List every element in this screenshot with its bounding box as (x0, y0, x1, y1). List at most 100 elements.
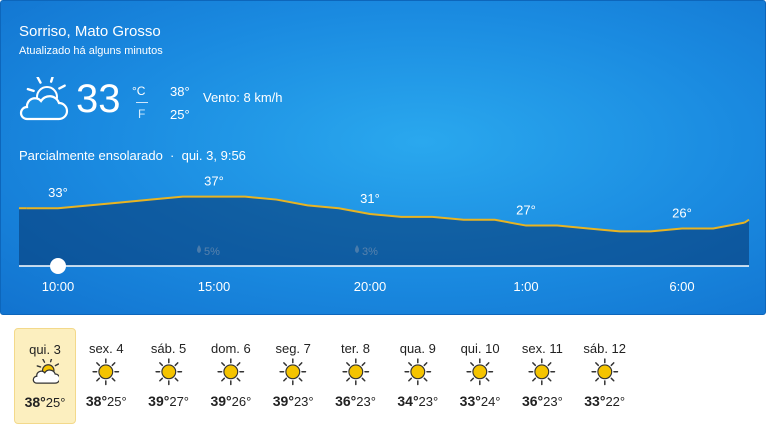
day-high: 38° (85, 393, 108, 409)
day-name: sáb. 12 (583, 341, 627, 356)
sun (160, 364, 176, 380)
sun-ray (345, 362, 350, 367)
sunny-icon (154, 358, 182, 386)
day-high: 33° (584, 393, 606, 409)
sun-ray (423, 377, 428, 382)
day-cell[interactable]: sex. 4 38°25° (76, 328, 136, 422)
day-icon (466, 358, 494, 386)
day-name: sex. 4 (88, 341, 124, 356)
temp-area (19, 196, 749, 266)
day-high: 39° (210, 393, 232, 409)
day-name: dom. 6 (211, 341, 251, 356)
hour-label: 1:00 (513, 279, 538, 294)
sun (223, 364, 239, 380)
day-cell[interactable]: sáb. 5 39°27° (139, 328, 199, 422)
sun-ray (345, 377, 350, 382)
day-cell[interactable]: qui. 3 38°25° (14, 328, 76, 424)
hour-label: 15:00 (198, 279, 231, 294)
temp-label: 26° (672, 205, 692, 220)
weather-icon (19, 77, 69, 121)
sun-ray (298, 377, 303, 382)
day-low: 23° (293, 394, 314, 409)
day-cell[interactable]: sáb. 12 33°22° (575, 328, 635, 422)
day-low: 23° (543, 394, 563, 409)
day-low: 23° (356, 394, 376, 409)
day-name: seg. 7 (275, 341, 311, 356)
hour-label: 10:00 (42, 279, 75, 294)
hour-label: 6:00 (669, 279, 694, 294)
day-high: 36° (521, 393, 544, 409)
condition: Parcialmente ensolarado · qui. 3, 9:56 (19, 148, 246, 163)
sun (410, 364, 426, 380)
sun-ray (283, 362, 288, 367)
day-high: 34° (397, 393, 419, 409)
sun-ray (470, 362, 475, 367)
sun-ray (111, 362, 116, 367)
unit-fahrenheit[interactable]: F (138, 107, 146, 121)
sun-ray (36, 365, 42, 368)
location[interactable]: Sorriso, Mato Grosso (19, 23, 161, 40)
day-cell[interactable]: qui. 10 33°24° (450, 328, 510, 422)
sun-ray (96, 377, 101, 382)
sun-ray (470, 377, 475, 382)
day-icon (154, 358, 182, 386)
sunny-icon (466, 358, 494, 386)
sun-ray (26, 87, 35, 93)
updated: Atualizado há alguns minutos (19, 45, 163, 57)
day-high: 33° (459, 393, 481, 409)
sun-ray (42, 358, 46, 363)
sun (472, 364, 488, 380)
day-low: 25° (45, 395, 66, 410)
day-icon (528, 358, 556, 386)
sun-ray (407, 362, 412, 367)
current-time-marker (50, 258, 66, 274)
low-temp: 25° (170, 107, 190, 122)
partly-cloudy-icon (19, 77, 69, 121)
unit-celsius[interactable]: °C (132, 84, 146, 98)
day-icon (279, 358, 307, 386)
sun-ray (283, 377, 288, 382)
sun-ray (158, 362, 163, 367)
day-low: 23° (418, 394, 439, 409)
day-name: ter. 8 (341, 341, 370, 356)
sun-ray (54, 363, 60, 367)
daily-forecast: qui. 3 38°25° sex. 4 38°25° sáb. 5 39°27° dom.… (0, 315, 766, 437)
day-cell[interactable]: sex. 11 36°23° (512, 328, 572, 422)
temp-label: 31° (360, 191, 380, 206)
day-icon (217, 358, 245, 386)
sun (597, 364, 612, 380)
temp-line-edge (743, 218, 750, 224)
sun-ray (485, 362, 490, 367)
hour-label: 20:00 (354, 279, 387, 294)
sun-ray (220, 377, 225, 382)
day-icon (32, 357, 61, 384)
sun-ray (236, 377, 241, 382)
sun-ray (610, 377, 615, 382)
day-cell[interactable]: seg. 7 39°23° (263, 328, 323, 422)
high-temp: 38° (170, 84, 190, 99)
sun-ray (174, 362, 179, 367)
sun-ray (111, 377, 116, 382)
day-low: 27° (169, 394, 190, 409)
day-cell[interactable]: ter. 8 36°23° (326, 328, 386, 422)
sun-ray (220, 362, 225, 367)
day-name: qui. 3 (29, 342, 61, 357)
sun-ray (158, 377, 163, 382)
sunny-icon (217, 358, 245, 386)
temp-label: 37° (204, 174, 224, 189)
temp-label: 33° (48, 185, 68, 200)
day-icon (92, 358, 120, 386)
unit-divider (136, 102, 148, 103)
sun-ray (236, 362, 241, 367)
weather-panel: Sorriso, Mato Grosso Atualizado há algun… (0, 0, 766, 315)
sun-ray (298, 362, 303, 367)
sun-ray (58, 84, 66, 90)
day-cell[interactable]: qua. 9 34°23° (388, 328, 448, 422)
sun-ray (485, 377, 490, 382)
day-low: 25° (107, 394, 127, 409)
day-cell[interactable]: dom. 6 39°26° (201, 328, 261, 422)
cloud (19, 95, 69, 121)
day-name: sáb. 5 (150, 341, 187, 356)
partly-cloudy-icon (32, 357, 61, 384)
sun (98, 364, 114, 380)
